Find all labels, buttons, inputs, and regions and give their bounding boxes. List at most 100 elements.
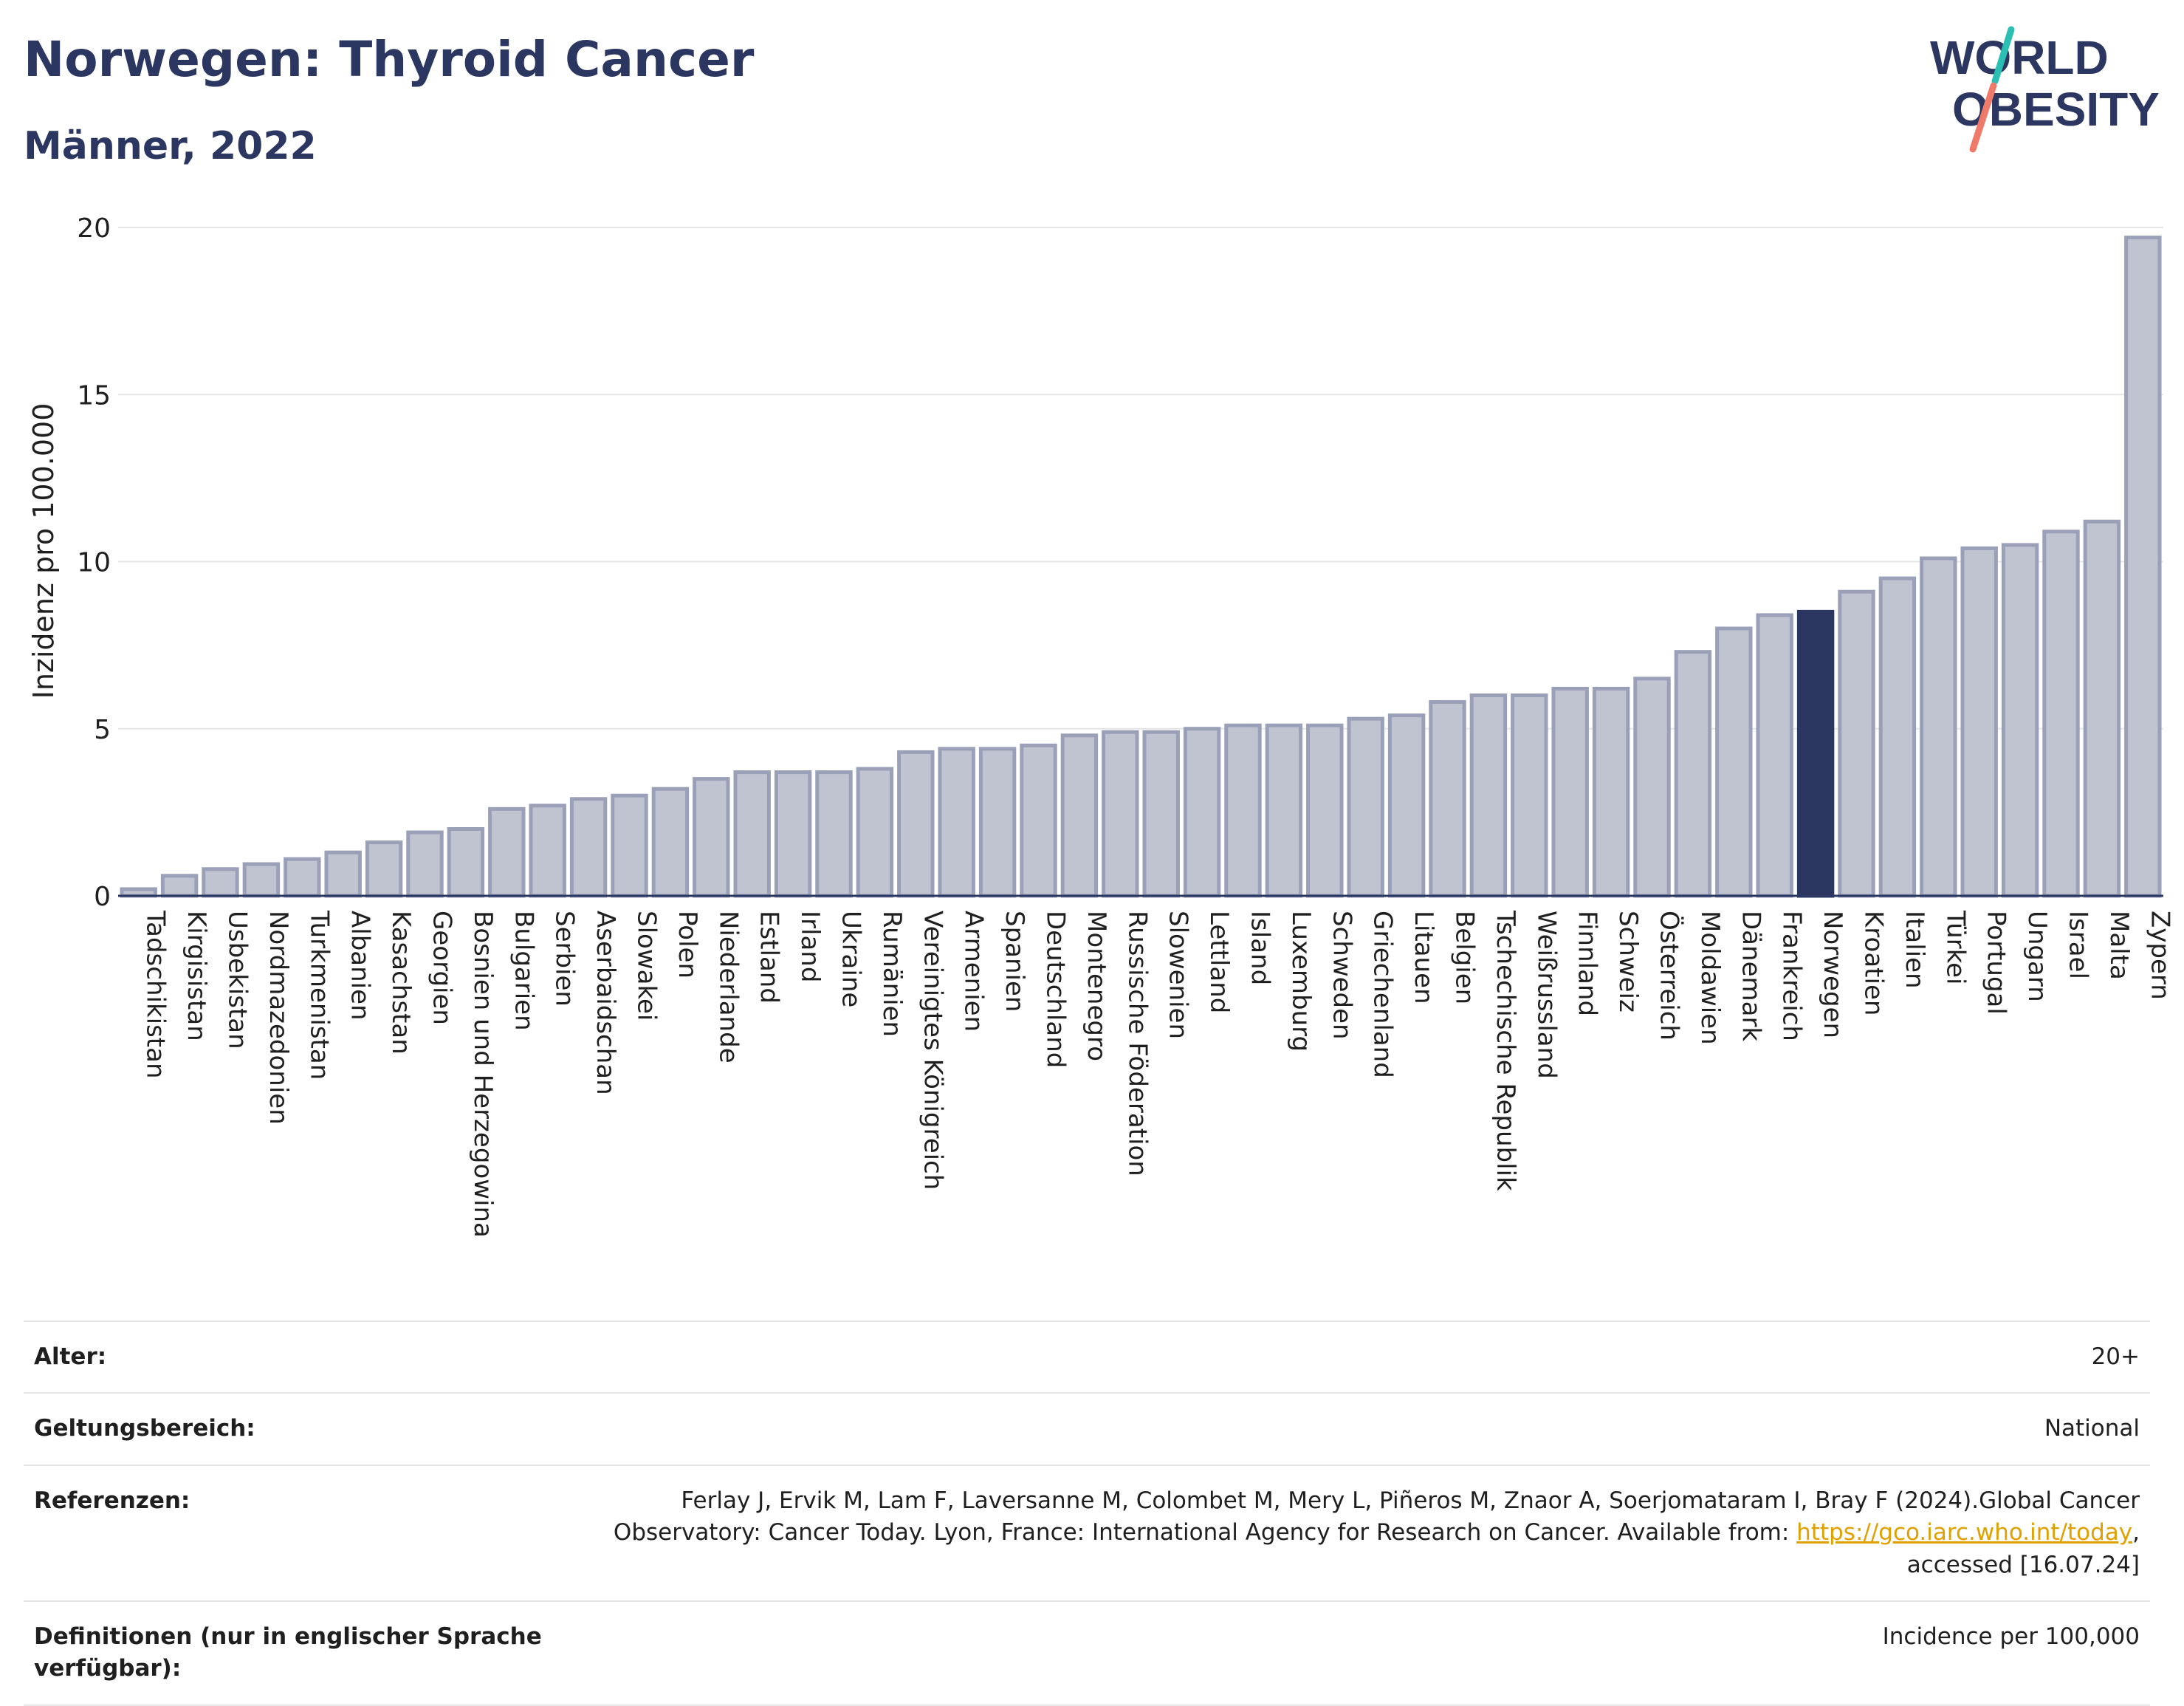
x-tick-label: Slowakei [632, 911, 662, 1021]
x-tick-label: Finnland [1573, 911, 1602, 1016]
bar-dänemark[interactable] [1715, 626, 1753, 898]
scope-label: Geltungsbereich: [34, 1415, 255, 1442]
definitions-label: Definitionen (nur in englischer Sprache … [34, 1623, 542, 1682]
logo-slash-teal [1991, 26, 2015, 85]
x-tick-label: Irland [795, 911, 825, 982]
bar-chart: 0 5 10 15 20 Tadschikistan Kirgisistan Usbekist… [27, 213, 2174, 1238]
bar-weißrussland[interactable] [1511, 693, 1548, 898]
bar-irland[interactable] [774, 770, 812, 898]
x-tick-label: Weißrussland [1531, 911, 1561, 1079]
bar-niederlande[interactable] [693, 777, 730, 898]
bar-rumänien[interactable] [856, 767, 894, 898]
bar-frankreich[interactable] [1756, 613, 1793, 898]
bar-lettland[interactable] [1183, 727, 1221, 898]
bar-litauen[interactable] [1387, 713, 1426, 898]
x-tick-label: Malta [2104, 911, 2134, 980]
bar-belgien[interactable] [1429, 700, 1466, 898]
bar-spanien[interactable] [978, 747, 1017, 898]
chart-title: Norwegen: Thyroid Cancer [24, 31, 755, 88]
bar-malta[interactable] [2083, 519, 2121, 898]
x-tick-label: Dänemark [1736, 911, 1765, 1041]
x-tick-label: Georgien [427, 911, 457, 1025]
age-value: 20+ [2091, 1343, 2140, 1370]
x-tick-label: Niederlande [713, 911, 743, 1063]
x-tick-label: Usbekistan [223, 911, 253, 1049]
bar-griechenland[interactable] [1347, 716, 1384, 898]
x-tick-label: Ukraine [837, 911, 866, 1007]
bar-russische-föderation[interactable] [1102, 730, 1139, 898]
x-tick-label: Schweiz [1613, 911, 1643, 1013]
x-tick-label: Estland [755, 911, 784, 1004]
x-tick-label: Albanien [346, 911, 375, 1021]
bar-norwegen[interactable] [1796, 609, 1835, 898]
x-tick-label: Frankreich [1777, 911, 1807, 1041]
references-link[interactable]: https://gco.iarc.who.int/today [1796, 1519, 2133, 1546]
bar-kasachstan[interactable] [365, 840, 403, 898]
x-tick-label: Portugal [1982, 911, 2011, 1015]
bar-albanien[interactable] [324, 850, 362, 898]
references-label: Referenzen: [34, 1487, 190, 1514]
x-tick-label: Polen [673, 911, 702, 979]
bar-zypern[interactable] [2124, 236, 2162, 898]
bar-turkmenistan[interactable] [284, 857, 321, 898]
bar-kroatien[interactable] [1838, 589, 1875, 898]
bar-italien[interactable] [1878, 576, 1917, 898]
bar-schweiz[interactable] [1592, 686, 1630, 898]
bar-moldawien[interactable] [1674, 650, 1712, 898]
x-tick-label: Zypern [2145, 911, 2174, 1000]
bar-finnland[interactable] [1551, 686, 1589, 898]
info-row-scope: Geltungsbereich: National [24, 1392, 2150, 1464]
scope-value: National [2044, 1415, 2140, 1442]
bar-türkei[interactable] [1920, 556, 1957, 898]
bar-aserbaidschan[interactable] [569, 797, 608, 898]
x-tick-label: Schweden [1327, 911, 1356, 1040]
bar-österreich[interactable] [1633, 676, 1671, 898]
x-tick-label: Griechenland [1368, 911, 1398, 1078]
bar-armenien[interactable] [938, 747, 975, 898]
references-accessed: , accessed [16.07.24] [1906, 1519, 2140, 1578]
bar-slowenien[interactable] [1142, 730, 1180, 898]
bar-portugal[interactable] [1960, 546, 1998, 898]
bar-kirgisistan[interactable] [160, 874, 199, 898]
bar-schweden[interactable] [1306, 723, 1344, 898]
y-tick-label: 5 [94, 715, 111, 745]
bar-nordmazedonien[interactable] [242, 862, 281, 898]
x-tick-label: Ungarn [2022, 911, 2052, 1002]
x-tick-label: Russische Föderation [1122, 911, 1152, 1176]
y-tick-label: 15 [77, 380, 111, 411]
x-tick-label: Kroatien [1859, 911, 1889, 1015]
definitions-value: Incidence per 100,000 [1882, 1623, 2140, 1650]
bar-island[interactable] [1224, 723, 1262, 898]
x-tick-label: Tschechische Republik [1491, 910, 1520, 1191]
x-tick-label: Serbien [550, 911, 580, 1007]
bar-estland[interactable] [733, 770, 771, 898]
x-tick-label: Lettland [1204, 911, 1234, 1013]
x-tick-label: Vereinigtes Königreich [918, 911, 947, 1190]
bar-georgien[interactable] [406, 830, 444, 898]
bar-vereinigtes-königreich[interactable] [897, 750, 935, 898]
age-label: Alter: [34, 1343, 107, 1370]
bar-ukraine[interactable] [815, 770, 853, 898]
y-tick-label: 0 [94, 882, 111, 912]
info-row-references: Referenzen: Ferlay J, Ervik M, Lam F, La… [24, 1464, 2150, 1600]
y-axis-title: Inzidenz pro 100.000 [27, 403, 60, 699]
x-tick-label: Kasachstan [386, 911, 416, 1055]
bar-bulgarien[interactable] [488, 806, 526, 898]
bar-polen[interactable] [651, 787, 690, 898]
bar-serbien[interactable] [529, 804, 566, 898]
x-tick-label: Österreich [1655, 911, 1685, 1041]
bar-slowakei[interactable] [611, 793, 648, 898]
logo-slash-coral [1969, 82, 1997, 153]
bar-usbekistan[interactable] [202, 867, 239, 898]
bar-tschechische-republik[interactable] [1469, 693, 1508, 898]
bar-israel[interactable] [2042, 530, 2080, 898]
bar-bosnien-und-herzegowina[interactable] [447, 827, 485, 898]
x-tick-label: Italien [1900, 911, 1929, 989]
bar-ungarn[interactable] [2001, 543, 2039, 898]
logo-word-world: WORLD [1930, 31, 2109, 84]
x-tick-label: Kirgisistan [182, 911, 211, 1041]
info-row-definitions: Definitionen (nur in englischer Sprache … [24, 1600, 2150, 1706]
bar-luxemburg[interactable] [1265, 723, 1303, 898]
bar-deutschland[interactable] [1020, 743, 1057, 898]
bar-montenegro[interactable] [1060, 733, 1099, 898]
